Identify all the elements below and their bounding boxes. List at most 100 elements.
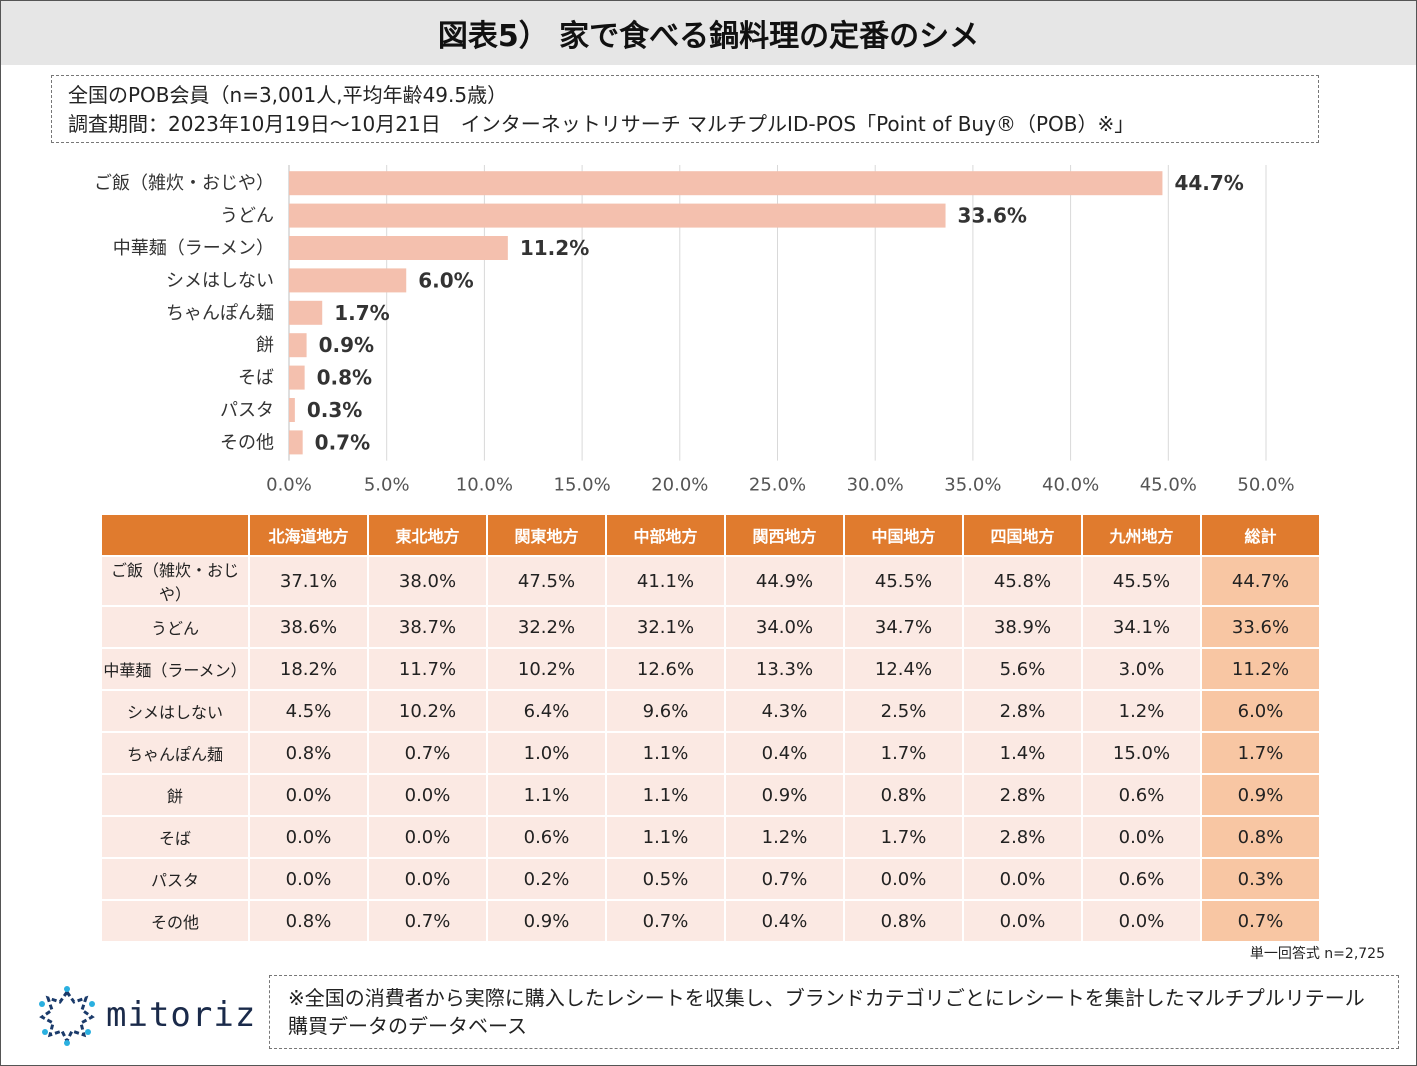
value-cell: 4.3% [724,689,845,733]
value-cell: 1.1% [605,773,726,817]
value-cell: 9.6% [605,689,726,733]
value-cell: 3.0% [1081,647,1202,691]
value-label: 33.6% [958,204,1027,228]
bar [289,333,307,358]
mitoriz-logo-icon [39,986,95,1046]
value-cell: 12.4% [843,647,964,691]
bar [289,268,407,293]
value-cell: 4.5% [248,689,369,733]
value-cell: 45.8% [962,555,1083,607]
row-label-cell: その他 [100,899,250,943]
value-cell: 1.2% [1081,689,1202,733]
value-cell: 0.0% [1081,899,1202,943]
value-cell: 13.3% [724,647,845,691]
value-cell: 47.5% [486,555,607,607]
value-cell: 38.0% [367,555,488,607]
row-label-cell: パスタ [100,857,250,901]
value-cell: 0.8% [248,899,369,943]
category-label: 餅 [256,335,274,356]
total-cell: 44.7% [1200,555,1321,607]
value-cell: 1.1% [486,773,607,817]
category-label: ご飯（雑炊・おじや） [94,173,274,194]
row-label-cell: ちゃんぽん麺 [100,731,250,775]
total-cell: 33.6% [1200,605,1321,649]
x-tick-label: 45.0% [1140,475,1197,495]
survey-info-line-1: 全国のPOB会員（n=3,001人,平均年齢49.5歳） [68,83,508,107]
value-cell: 0.5% [605,857,726,901]
x-tick-label: 15.0% [554,475,611,495]
value-cell: 0.0% [843,857,964,901]
table-row: そば 0.0% 0.0% 0.6% 1.1% 1.2% 1.7% 2.8% 0.0% 0.8% [100,815,1321,859]
value-cell: 2.5% [843,689,964,733]
row-label-cell: 餅 [100,773,250,817]
value-cell: 38.9% [962,605,1083,649]
value-cell: 1.0% [486,731,607,775]
value-label: 0.7% [315,430,370,454]
header-region-cell: 北海道地方 [248,513,369,557]
total-cell: 11.2% [1200,647,1321,691]
category-label: パスタ [220,400,274,421]
value-cell: 0.0% [248,773,369,817]
x-tick-label: 20.0% [651,475,708,495]
header-region-cell: 中部地方 [605,513,726,557]
footnote-box: ※全国の消費者から実際に購入したレシートを収集し、ブランドカテゴリごとにレシート… [269,975,1399,1049]
value-cell: 32.2% [486,605,607,649]
value-cell: 2.8% [962,815,1083,859]
x-tick-label: 30.0% [847,475,904,495]
total-cell: 6.0% [1200,689,1321,733]
table-row: シメはしない 4.5% 10.2% 6.4% 9.6% 4.3% 2.5% 2.8% 1.2% 6… [100,689,1321,733]
value-cell: 0.4% [724,731,845,775]
value-cell: 0.9% [486,899,607,943]
mitoriz-logo-text: mitoriz [106,995,257,1035]
x-tick-label: 40.0% [1042,475,1099,495]
value-cell: 1.4% [962,731,1083,775]
total-cell: 0.3% [1200,857,1321,901]
value-cell: 34.0% [724,605,845,649]
row-label-cell: うどん [100,605,250,649]
total-cell: 0.7% [1200,899,1321,943]
value-cell: 0.2% [486,857,607,901]
region-table: 北海道地方 東北地方 関東地方 中部地方 関西地方 中国地方 四国地方 九州地方 総計 ご飯（雑… [100,513,1321,943]
table-header-row: 北海道地方 東北地方 関東地方 中部地方 関西地方 中国地方 四国地方 九州地方 総計 [100,513,1321,557]
value-cell: 45.5% [1081,555,1202,607]
value-cell: 1.1% [605,731,726,775]
value-label: 6.0% [418,268,473,292]
row-label-cell: 中華麺（ラーメン） [100,647,250,691]
value-cell: 38.7% [367,605,488,649]
value-cell: 0.0% [367,773,488,817]
header-region-cell: 九州地方 [1081,513,1202,557]
value-cell: 37.1% [248,555,369,607]
value-label: 0.8% [317,366,372,390]
value-cell: 34.7% [843,605,964,649]
value-cell: 0.6% [1081,857,1202,901]
value-cell: 0.4% [724,899,845,943]
category-label: うどん [220,206,274,227]
table-row: 餅 0.0% 0.0% 1.1% 1.1% 0.9% 0.8% 2.8% 0.6% 0.9% [100,773,1321,817]
category-label: ちゃんぽん麺 [166,303,274,324]
table-row: ちゃんぽん麺 0.8% 0.7% 1.0% 1.1% 0.4% 1.7% 1.4% 15.0% 1… [100,731,1321,775]
bar [289,365,305,390]
bar [289,203,946,228]
header-region-cell: 中国地方 [843,513,964,557]
bar-chart: 0.0% 5.0% 10.0% 15.0% 20.0% 25.0% 30.0% 35.0% 40… [94,165,1295,495]
value-cell: 1.1% [605,815,726,859]
value-label: 44.7% [1174,171,1243,195]
survey-info-line-2: 調査期間：2023年10月19日〜10月21日 インターネットリサーチ マルチプ… [68,112,1135,136]
x-tick-label: 50.0% [1237,475,1294,495]
total-cell: 1.7% [1200,731,1321,775]
category-label: 中華麺（ラーメン） [113,238,274,259]
table-row: うどん 38.6% 38.7% 32.2% 32.1% 34.0% 34.7% 38.9% 34… [100,605,1321,649]
category-label: シメはしない [166,270,274,291]
table-row: その他 0.8% 0.7% 0.9% 0.7% 0.4% 0.8% 0.0% 0.0% 0.7% [100,899,1321,943]
value-cell: 0.0% [962,857,1083,901]
value-cell: 0.0% [367,815,488,859]
value-cell: 0.6% [486,815,607,859]
value-cell: 5.6% [962,647,1083,691]
value-cell: 11.7% [367,647,488,691]
total-cell: 0.9% [1200,773,1321,817]
header-region-cell: 東北地方 [367,513,488,557]
value-cell: 45.5% [843,555,964,607]
bar [289,236,508,260]
value-cell: 38.6% [248,605,369,649]
value-cell: 44.9% [724,555,845,607]
